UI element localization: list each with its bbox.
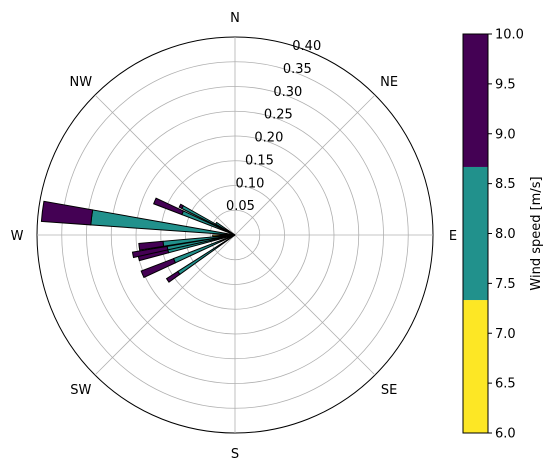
compass-label: NW bbox=[70, 75, 93, 90]
grid-spoke bbox=[94, 234, 236, 376]
colorbar-tick-label: 7.5 bbox=[495, 277, 516, 292]
radial-tick-label: 0.35 bbox=[283, 62, 312, 77]
colorbar: 6.0 6.5 7.0 7.5 8.0 8.5 9.0 9.5 10.0 Wind speed [… bbox=[462, 28, 544, 442]
wind-bar bbox=[214, 221, 236, 236]
colorbar-tick-label: 10.0 bbox=[495, 28, 524, 43]
radial-tick-label: 0.25 bbox=[264, 108, 293, 123]
wind-bar bbox=[165, 270, 181, 283]
compass-label: E bbox=[449, 229, 457, 244]
wind-bar bbox=[178, 203, 184, 210]
colorbar-segment bbox=[463, 300, 488, 433]
colorbar-tick-label: 9.5 bbox=[495, 77, 516, 92]
radial-tick-label: 0.20 bbox=[254, 131, 283, 146]
compass-label: SE bbox=[381, 383, 397, 398]
colorbar-segment bbox=[463, 34, 488, 167]
radial-tick-label: 0.15 bbox=[245, 153, 274, 168]
radial-tick-label: 0.30 bbox=[273, 85, 302, 100]
colorbar-tick-label: 6.0 bbox=[495, 427, 516, 442]
compass-label: S bbox=[231, 447, 239, 462]
compass-label: NE bbox=[380, 75, 398, 90]
colorbar-tick-label: 8.5 bbox=[495, 177, 516, 192]
compass-label: N bbox=[230, 11, 240, 26]
colorbar-label: Wind speed [m/s] bbox=[529, 176, 544, 290]
colorbar-segment bbox=[463, 166, 488, 301]
wind-bar bbox=[212, 234, 236, 238]
grid-spoke bbox=[234, 234, 376, 376]
compass-label: W bbox=[11, 229, 24, 244]
wind-bar bbox=[131, 245, 169, 259]
grid-spoke bbox=[94, 94, 236, 236]
colorbar-tick-label: 9.0 bbox=[495, 127, 516, 142]
wind-bar bbox=[153, 197, 185, 216]
radial-tick-label: 0.05 bbox=[226, 199, 255, 214]
radial-tick-label: 0.40 bbox=[292, 39, 321, 54]
wind-bar bbox=[40, 200, 94, 226]
wind-bar bbox=[140, 257, 176, 279]
grid-spoke bbox=[234, 94, 376, 236]
compass-label: SW bbox=[70, 383, 91, 398]
polar-axes: 0.05 0.10 0.15 0.20 0.25 0.30 0.35 0.40 N NE E SE S S… bbox=[11, 11, 458, 462]
radial-tick-label: 0.10 bbox=[235, 176, 264, 191]
colorbar-tick-label: 8.0 bbox=[495, 227, 516, 242]
colorbar-tick-label: 7.0 bbox=[495, 327, 516, 342]
colorbar-tick-label: 6.5 bbox=[495, 377, 516, 392]
wind-bar bbox=[138, 240, 165, 251]
